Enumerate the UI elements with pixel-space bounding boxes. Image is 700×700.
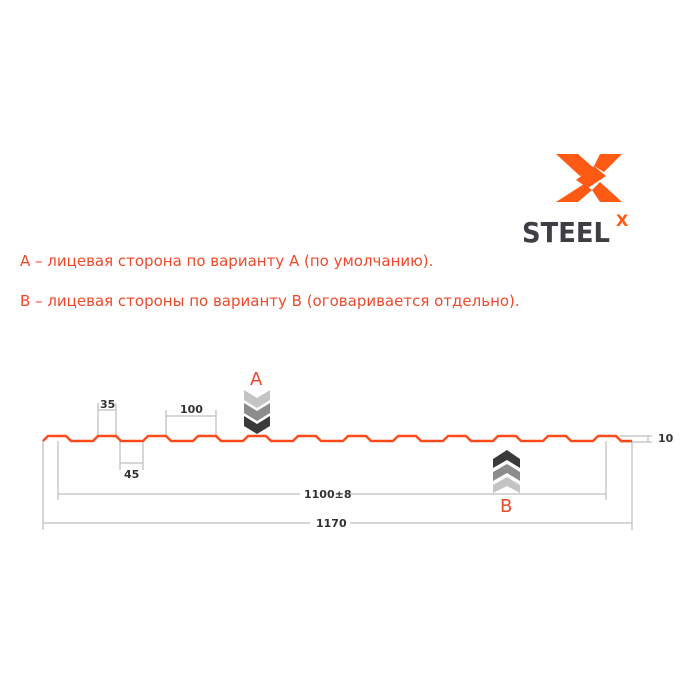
dim-1100 [57,441,607,500]
label-100: 100 [180,403,203,416]
corrugated-profile [42,434,632,443]
dim-1170 [42,441,633,530]
logo-text: STEEL [522,216,610,249]
side-b-arrows [493,450,520,493]
dimension-lines [42,403,652,530]
logo-x-mark [556,154,622,202]
note-side-b: B – лицевая стороны по варианту B (огова… [20,292,520,310]
logo-superscript: X [616,211,629,230]
dim-45 [119,441,144,470]
label-1100: 1100±8 [304,488,352,501]
label-35: 35 [100,398,115,411]
note-side-a: A – лицевая сторона по варианту А (по ум… [20,252,434,270]
label-10: 10 [658,432,674,445]
steelx-logo: STEEL X [522,154,629,249]
dim-100 [165,410,217,436]
side-a-arrows [244,390,270,434]
label-side-a: A [250,369,263,390]
label-side-b: B [500,496,512,517]
label-1170: 1170 [316,517,347,530]
dim-35 [97,403,117,436]
label-45: 45 [124,468,139,481]
